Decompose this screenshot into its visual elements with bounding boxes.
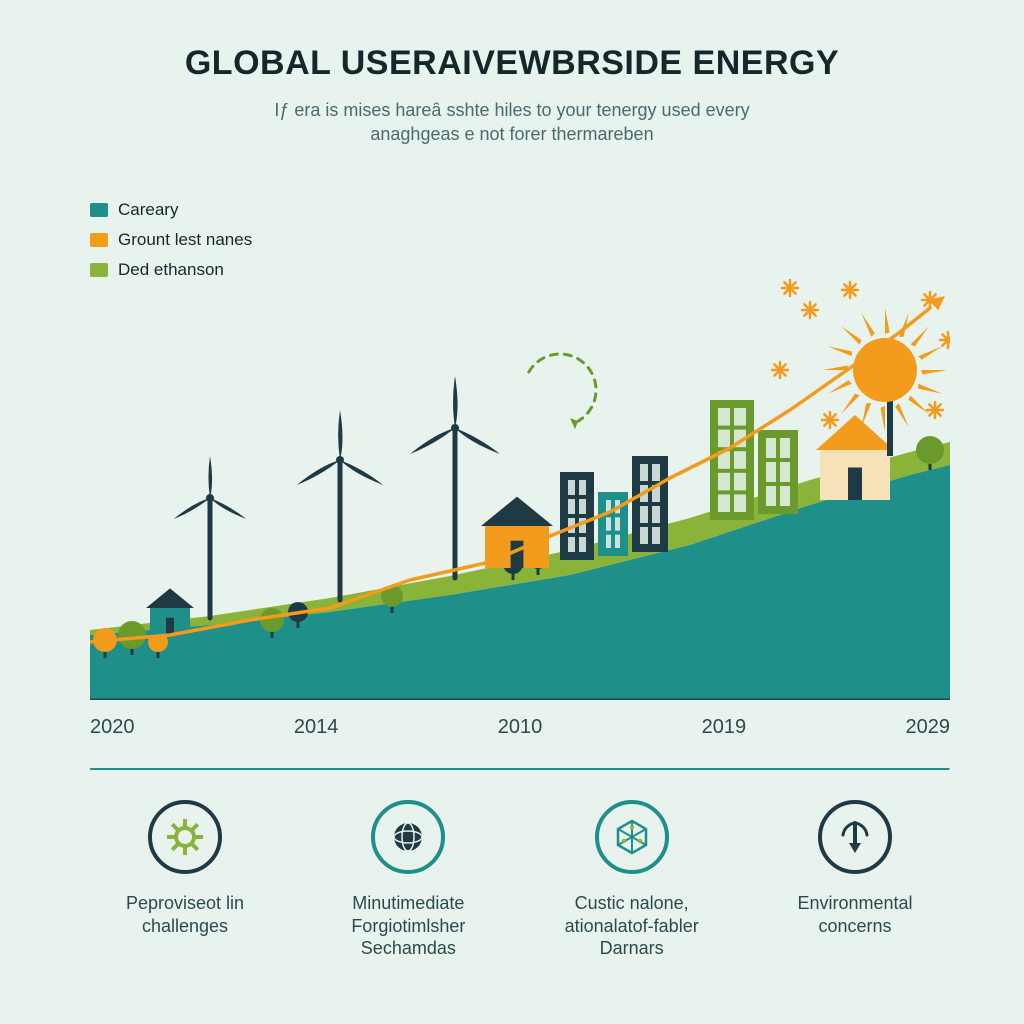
legend-swatch: [90, 203, 108, 217]
page-title: GLOBAL USERAIVEWBRSIDE ENERGY: [0, 44, 1024, 83]
info-card-3: Environmentalconcerns: [760, 800, 950, 960]
info-card-label: Environmentalconcerns: [797, 892, 912, 937]
gear-icon: [148, 800, 222, 874]
subtitle-line-1: Iƒ era is mises hareȃ sshte hiles to you…: [0, 98, 1024, 122]
info-card-2: Custic nalone,ationalatof-fablerDarnars: [537, 800, 727, 960]
arrows-icon: [818, 800, 892, 874]
subtitle-line-2: anaghgeas e not forer thermareben: [0, 122, 1024, 146]
hex-icon: [595, 800, 669, 874]
info-card-label: MinutimediateForgiotimlsherSechamdas: [351, 892, 465, 960]
info-card-label: Peproviseot linchallenges: [126, 892, 244, 937]
legend-label: Careary: [118, 200, 178, 220]
page-subtitle: Iƒ era is mises hareȃ sshte hiles to you…: [0, 98, 1024, 147]
info-card-0: Peproviseot linchallenges: [90, 800, 280, 960]
x-tick-label: 2019: [702, 716, 747, 739]
x-axis-labels: 2020 2014 2010 2019 2029: [90, 716, 950, 739]
x-tick-label: 2020: [90, 716, 135, 739]
info-card-label: Custic nalone,ationalatof-fablerDarnars: [565, 892, 699, 960]
x-tick-label: 2014: [294, 716, 339, 739]
energy-growth-chart: [90, 240, 950, 700]
x-tick-label: 2010: [498, 716, 543, 739]
info-card-1: MinutimediateForgiotimlsherSechamdas: [313, 800, 503, 960]
info-cards-row: Peproviseot linchallenges MinutimediateFo…: [90, 800, 950, 960]
legend-item-0: Careary: [90, 200, 252, 220]
x-tick-label: 2029: [906, 716, 951, 739]
section-divider: [90, 768, 950, 771]
globe-icon: [371, 800, 445, 874]
